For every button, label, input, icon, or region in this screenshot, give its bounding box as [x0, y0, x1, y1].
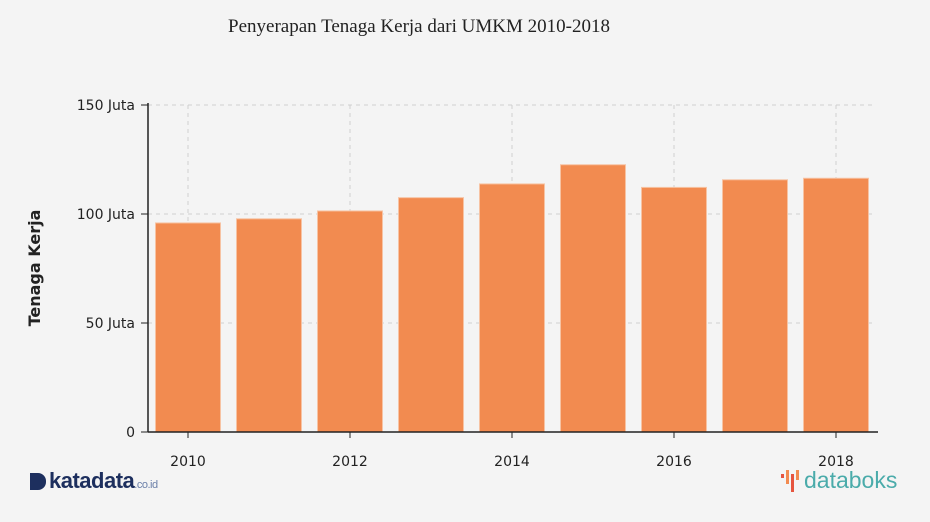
y-tick-label: 100 Juta — [77, 207, 135, 223]
chart-title: Penyerapan Tenaga Kerja dari UMKM 2010-2… — [228, 16, 610, 37]
bar-2016 — [641, 186, 707, 433]
bar-2012 — [317, 210, 383, 433]
katadata-logo: katadata.co.id — [30, 468, 158, 494]
bar-2013 — [398, 197, 464, 433]
bar-2014 — [479, 183, 545, 433]
bar-2015 — [560, 164, 626, 433]
y-axis-label: Tenaga Kerja — [25, 210, 44, 327]
x-tick-label: 2012 — [332, 454, 368, 470]
y-tick-label: 0 — [126, 425, 135, 441]
x-tick-label: 2014 — [494, 454, 530, 470]
databoks-logo: databoks — [780, 467, 897, 494]
bar-2017 — [722, 179, 788, 433]
databoks-bars-icon — [781, 470, 799, 492]
bar-2018 — [803, 177, 869, 433]
bar-2011 — [236, 218, 302, 433]
katadata-d-icon — [30, 473, 46, 490]
y-tick-label: 150 Juta — [77, 98, 135, 114]
y-tick-label: 50 Juta — [86, 316, 135, 332]
x-tick-label: 2010 — [170, 454, 206, 470]
bar-2010 — [155, 222, 221, 433]
x-tick-label: 2016 — [656, 454, 692, 470]
x-tick-label: 2018 — [818, 454, 854, 470]
